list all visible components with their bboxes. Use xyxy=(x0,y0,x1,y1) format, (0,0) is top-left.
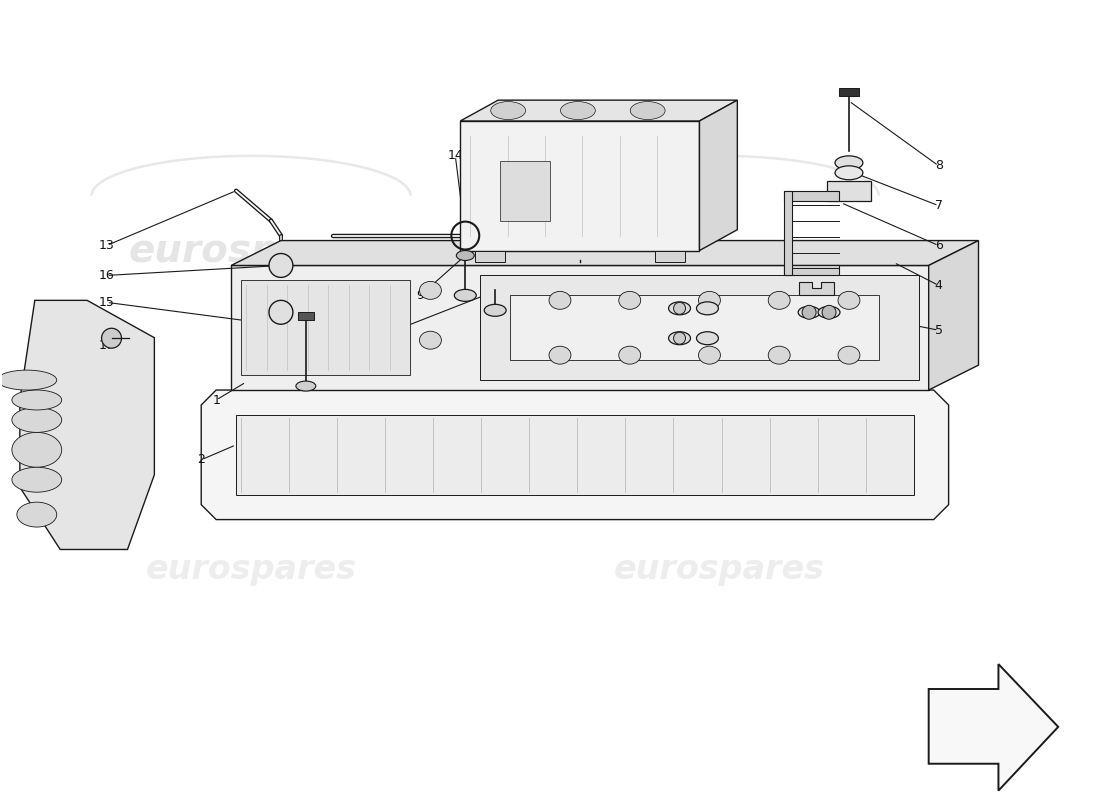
Ellipse shape xyxy=(456,250,474,261)
Polygon shape xyxy=(500,161,550,221)
Polygon shape xyxy=(20,300,154,550)
Ellipse shape xyxy=(561,102,595,119)
Text: 16: 16 xyxy=(99,269,114,282)
Polygon shape xyxy=(510,295,879,360)
Text: 12: 12 xyxy=(676,338,692,352)
Text: 1: 1 xyxy=(212,394,220,406)
Text: eurospares: eurospares xyxy=(596,231,843,270)
Text: 15: 15 xyxy=(99,296,114,309)
Bar xyxy=(460,121,700,250)
Text: eurospares: eurospares xyxy=(145,553,356,586)
Bar xyxy=(784,266,839,275)
Polygon shape xyxy=(231,266,928,390)
Ellipse shape xyxy=(696,302,718,314)
Ellipse shape xyxy=(835,166,862,180)
Text: 7: 7 xyxy=(935,199,943,212)
Text: 6: 6 xyxy=(935,239,943,252)
Ellipse shape xyxy=(12,432,62,467)
Ellipse shape xyxy=(454,290,476,302)
Text: 5: 5 xyxy=(935,324,943,337)
Ellipse shape xyxy=(630,102,666,119)
Bar xyxy=(827,181,871,201)
Bar xyxy=(298,312,314,320)
Text: 11: 11 xyxy=(676,299,692,312)
Text: 8: 8 xyxy=(935,159,943,172)
Text: 3: 3 xyxy=(262,314,270,326)
Ellipse shape xyxy=(549,291,571,310)
Text: 2: 2 xyxy=(197,454,206,466)
Ellipse shape xyxy=(0,370,57,390)
Ellipse shape xyxy=(669,332,691,345)
Ellipse shape xyxy=(768,291,790,310)
Text: 17: 17 xyxy=(99,338,114,352)
Circle shape xyxy=(101,328,121,348)
Circle shape xyxy=(270,254,293,278)
Text: 4: 4 xyxy=(935,279,943,292)
Ellipse shape xyxy=(799,306,821,318)
Polygon shape xyxy=(236,415,914,494)
Polygon shape xyxy=(700,100,737,250)
Polygon shape xyxy=(928,664,1058,790)
Text: eurospares: eurospares xyxy=(614,553,825,586)
Ellipse shape xyxy=(549,346,571,364)
Ellipse shape xyxy=(696,332,718,345)
Text: eurospares: eurospares xyxy=(129,231,374,270)
Ellipse shape xyxy=(419,282,441,299)
Ellipse shape xyxy=(698,291,720,310)
Ellipse shape xyxy=(818,306,840,318)
Bar xyxy=(839,88,859,96)
Polygon shape xyxy=(928,241,979,390)
Polygon shape xyxy=(475,250,505,262)
Polygon shape xyxy=(460,100,737,121)
Ellipse shape xyxy=(669,302,691,314)
Ellipse shape xyxy=(698,346,720,364)
Text: 13: 13 xyxy=(99,239,114,252)
Polygon shape xyxy=(481,275,918,380)
Ellipse shape xyxy=(619,291,640,310)
Ellipse shape xyxy=(419,331,441,349)
Ellipse shape xyxy=(619,346,640,364)
Polygon shape xyxy=(231,241,979,266)
Text: 9: 9 xyxy=(417,289,425,302)
Text: 14: 14 xyxy=(448,150,463,162)
Ellipse shape xyxy=(12,467,62,492)
Ellipse shape xyxy=(768,346,790,364)
Ellipse shape xyxy=(12,390,62,410)
Ellipse shape xyxy=(835,156,862,170)
Ellipse shape xyxy=(491,102,526,119)
Circle shape xyxy=(270,300,293,324)
Polygon shape xyxy=(201,390,948,519)
Ellipse shape xyxy=(838,291,860,310)
Ellipse shape xyxy=(484,304,506,316)
Polygon shape xyxy=(799,282,834,295)
Text: 10: 10 xyxy=(393,322,408,334)
Ellipse shape xyxy=(12,407,62,432)
Circle shape xyxy=(822,306,836,319)
Ellipse shape xyxy=(296,381,316,391)
Polygon shape xyxy=(241,281,410,375)
Ellipse shape xyxy=(16,502,57,527)
Circle shape xyxy=(673,332,685,344)
Bar xyxy=(784,190,792,275)
Ellipse shape xyxy=(838,346,860,364)
Circle shape xyxy=(802,306,816,319)
Polygon shape xyxy=(654,250,684,262)
Circle shape xyxy=(673,302,685,314)
Bar xyxy=(784,190,839,201)
